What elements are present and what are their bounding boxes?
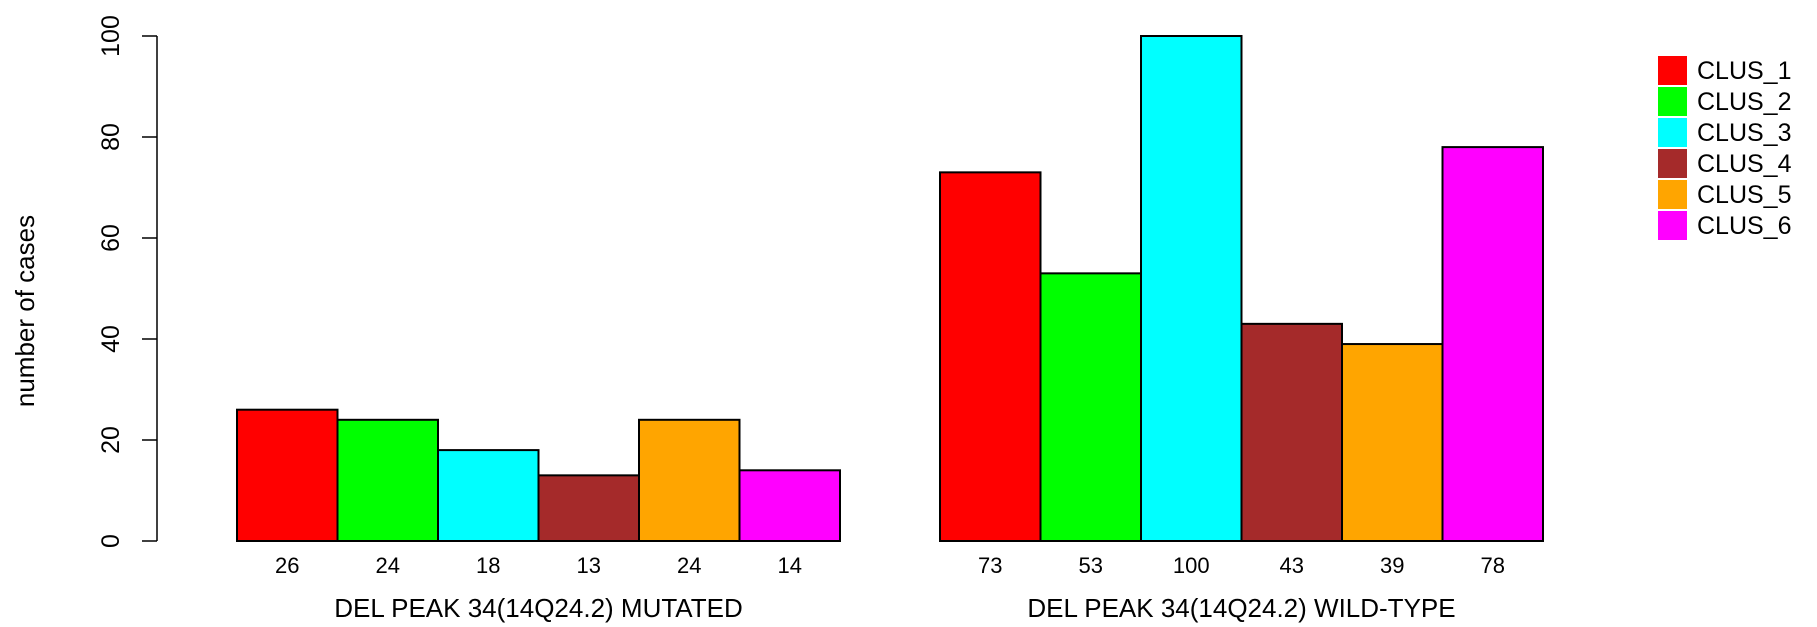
legend-swatch: [1658, 118, 1687, 147]
legend-label: CLUS_4: [1697, 150, 1792, 178]
legend-swatch: [1658, 87, 1687, 116]
legend-swatch: [1658, 56, 1687, 85]
bar: [1039, 272, 1142, 542]
bar-value-label: 13: [577, 553, 601, 578]
bar: [1240, 322, 1343, 542]
bar-value-label: 14: [778, 553, 802, 578]
group-label: DEL PEAK 34(14Q24.2) WILD-TYPE: [1027, 593, 1455, 623]
y-tick-label: 0: [97, 534, 125, 548]
y-axis-label: number of cases: [10, 215, 40, 407]
y-tick-label: 80: [97, 123, 125, 151]
legend-label: CLUS_6: [1697, 212, 1792, 240]
bar-value-label: 43: [1280, 553, 1304, 578]
y-tick-label: 20: [97, 426, 125, 454]
bar-value-label: 18: [476, 553, 500, 578]
y-axis: 0 20 40 60 80 100: [97, 15, 158, 548]
bar: [1341, 343, 1444, 542]
bar: [437, 449, 540, 543]
legend-label: CLUS_5: [1697, 181, 1792, 209]
y-tick-label: 100: [97, 15, 125, 57]
bar-value-label: 26: [275, 553, 299, 578]
legend-label: CLUS_1: [1697, 57, 1792, 85]
legend-label: CLUS_3: [1697, 119, 1792, 147]
group-label: DEL PEAK 34(14Q24.2) MUTATED: [334, 593, 742, 623]
bar: [1441, 146, 1544, 542]
bar: [638, 418, 741, 542]
value-labels: 26 24 18 13 24 14 73 53 100 43 39 78: [275, 553, 1505, 578]
bar-value-label: 100: [1173, 553, 1210, 578]
bar-value-label: 53: [1079, 553, 1103, 578]
legend-label: CLUS_2: [1697, 88, 1792, 116]
bar: [738, 469, 841, 542]
bar-value-label: 24: [376, 553, 400, 578]
y-tick-label: 40: [97, 325, 125, 353]
legend-swatch: [1658, 149, 1687, 178]
bar-value-label: 24: [677, 553, 701, 578]
bars: [236, 35, 1544, 543]
legend: CLUS_1 CLUS_2 CLUS_3 CLUS_4 CLUS_5 CLUS_6: [1658, 56, 1792, 240]
legend-swatch: [1658, 211, 1687, 240]
bar-value-label: 39: [1380, 553, 1404, 578]
bar: [236, 408, 339, 543]
bar-value-label: 73: [978, 553, 1002, 578]
bar-value-label: 78: [1481, 553, 1505, 578]
y-tick-label: 60: [97, 224, 125, 252]
bar: [939, 171, 1042, 542]
bar: [537, 474, 640, 543]
bar: [1140, 35, 1243, 542]
bar: [336, 418, 439, 542]
group-labels: DEL PEAK 34(14Q24.2) MUTATED DEL PEAK 34(…: [334, 593, 1455, 623]
legend-swatch: [1658, 180, 1687, 209]
